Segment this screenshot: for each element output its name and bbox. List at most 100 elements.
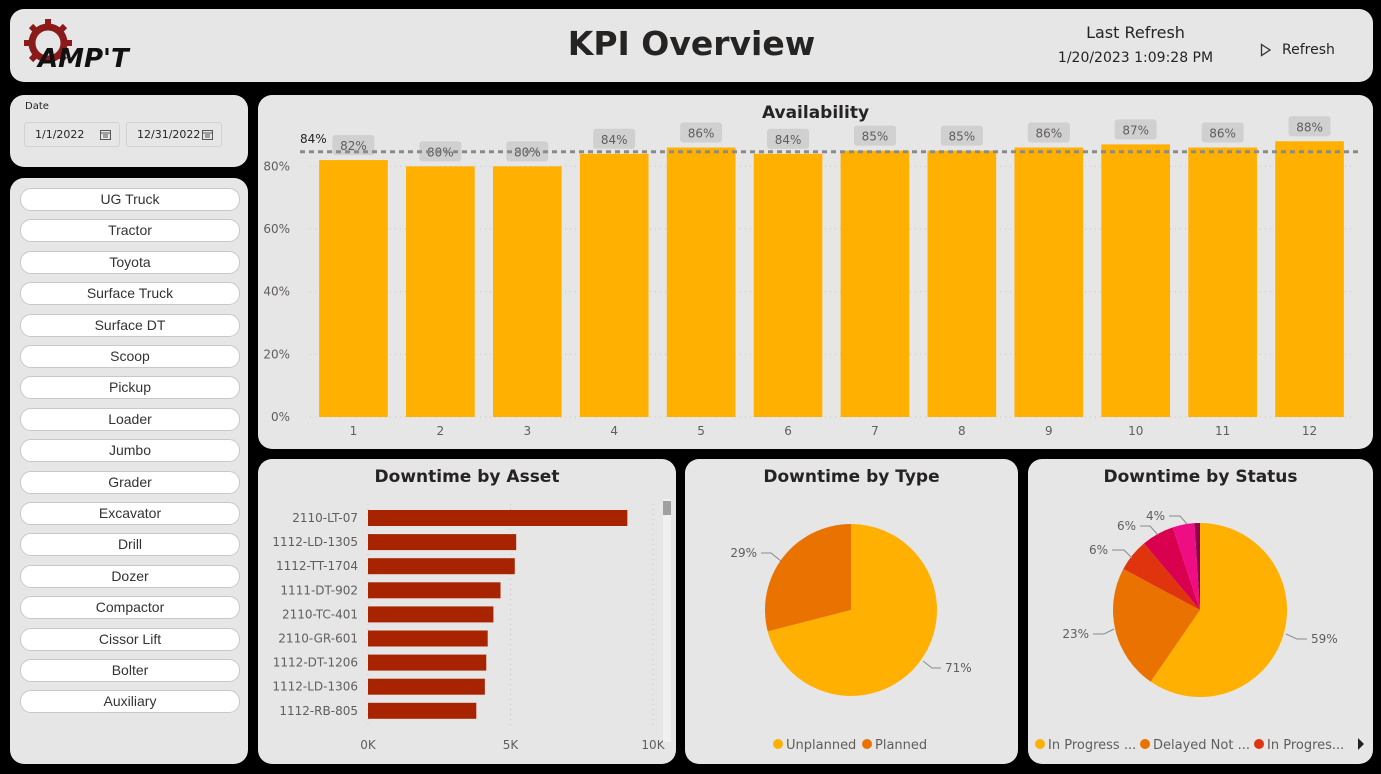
scrollbar-thumb[interactable]	[663, 501, 671, 515]
availability-bar	[1101, 144, 1171, 417]
company-logo: AMP'T	[24, 19, 131, 74]
legend-label: Unplanned	[786, 738, 856, 753]
header-bar: AMP'T KPI Overview Last Refresh 1/20/202…	[10, 9, 1373, 82]
y-tick-label: 1111-DT-902	[280, 583, 358, 597]
data-label-bg	[593, 128, 636, 149]
data-label: 86%	[688, 127, 715, 141]
start-date-value: 1/1/2022	[35, 128, 85, 141]
availability-bar	[1188, 147, 1257, 417]
refresh-button[interactable]: Refresh	[1260, 39, 1350, 61]
play-icon	[1260, 43, 1272, 57]
slicer-item[interactable]: Auxiliary	[20, 690, 240, 713]
leader-line	[1093, 628, 1115, 635]
asset-bar	[368, 582, 501, 599]
chart-title: Downtime by Type	[763, 467, 940, 487]
pie-slice	[1113, 568, 1200, 682]
slicer-item[interactable]: UG Truck	[20, 188, 240, 211]
data-label: 82%	[340, 139, 367, 153]
scrollbar[interactable]	[663, 499, 671, 742]
pie-slice	[767, 524, 937, 696]
slicer-item[interactable]: Tractor	[20, 219, 240, 242]
slice-label: 6%	[1117, 519, 1136, 533]
average-label: 84%	[300, 132, 327, 146]
x-tick-label: 1	[350, 424, 358, 438]
pie-slice	[1172, 523, 1200, 610]
date-filter-title: Date	[25, 101, 49, 112]
legend-marker	[1254, 739, 1264, 749]
slice-label: 59%	[1311, 632, 1338, 646]
asset-bar	[368, 606, 494, 623]
pie-slice	[765, 524, 851, 632]
x-tick-label: 7	[871, 424, 879, 438]
x-tick-label: 10	[1128, 424, 1143, 438]
leader-line	[1140, 525, 1159, 536]
pie-slice	[1150, 523, 1287, 697]
end-date-value: 12/31/2022	[137, 128, 201, 141]
legend-marker	[773, 739, 783, 749]
slice-label: 29%	[730, 546, 757, 560]
x-tick-label: 8	[958, 424, 966, 438]
legend-marker	[1035, 739, 1045, 749]
availability-chart-svg: 0%20%40%60%80%82%180%280%384%486%584%685…	[263, 116, 1358, 438]
legend-marker	[1140, 739, 1150, 749]
x-tick-label: 12	[1302, 424, 1317, 438]
slicer-item[interactable]: Compactor	[20, 596, 240, 619]
slicer-item[interactable]: Excavator	[20, 502, 240, 525]
data-label: 85%	[949, 130, 976, 144]
calendar-icon[interactable]	[100, 129, 111, 140]
start-date-input[interactable]: 1/1/2022	[24, 122, 120, 147]
x-tick-label: 0K	[360, 738, 377, 752]
logo-text: AMP'T	[36, 44, 131, 74]
downtime-by-type-svg: 29% 71% Unplanned Planned	[730, 524, 972, 753]
leader-line	[761, 552, 782, 562]
date-filter: Date 1/1/2022 12/31/2022	[10, 95, 248, 167]
calendar-icon[interactable]	[202, 129, 213, 140]
availability-bar	[753, 153, 823, 418]
slicer-item[interactable]: Toyota	[20, 251, 240, 274]
slicer-item[interactable]: Jumbo	[20, 439, 240, 462]
slice-label: 23%	[1062, 627, 1089, 641]
x-tick-label: 10K	[641, 738, 665, 752]
slice-label: 6%	[1089, 543, 1108, 557]
slicer-item[interactable]: Bolter	[20, 659, 240, 682]
asset-bar	[368, 534, 517, 551]
asset-type-slicer: UG Truck Tractor Toyota Surface Truck Su…	[10, 178, 248, 764]
slicer-item[interactable]: Pickup	[20, 376, 240, 399]
slicer-item[interactable]: Drill	[20, 533, 240, 556]
end-date-input[interactable]: 12/31/2022	[126, 122, 222, 147]
data-label: 80%	[427, 145, 454, 159]
leader-line	[1169, 515, 1188, 525]
legend-label: In Progres...	[1267, 738, 1344, 753]
data-label: 87%	[1122, 123, 1149, 137]
slicer-item[interactable]: Cissor Lift	[20, 628, 240, 651]
slicer-item[interactable]: Surface DT	[20, 314, 240, 337]
y-tick-label: 60%	[263, 222, 290, 236]
data-label-bg	[767, 128, 810, 149]
availability-bar	[1275, 141, 1344, 417]
y-tick-label: 80%	[263, 159, 290, 173]
leader-line	[1112, 549, 1133, 559]
slicer-item[interactable]: Surface Truck	[20, 282, 240, 305]
chart-title: Availability	[761, 103, 870, 123]
y-tick-label: 2110-LT-07	[292, 511, 358, 525]
leader-line	[922, 660, 941, 669]
downtime-by-asset-chart: Downtime by Asset 0K 5K 10K 2110-LT-07 1112-…	[258, 459, 676, 764]
slicer-item[interactable]: Grader	[20, 471, 240, 494]
data-label-bg	[419, 141, 462, 162]
availability-bar	[406, 166, 475, 417]
x-tick-label: 2	[437, 424, 445, 438]
downtime-by-status-chart: Downtime by Status 59% 23% 6% 6% 4% In Progre…	[1028, 459, 1373, 764]
data-label: 86%	[1209, 127, 1236, 141]
data-label-bg	[940, 125, 983, 146]
data-label-bg	[853, 125, 896, 146]
availability-bar	[492, 166, 562, 417]
availability-bar	[666, 147, 736, 417]
slicer-item[interactable]: Dozer	[20, 565, 240, 588]
slicer-item[interactable]: Scoop	[20, 345, 240, 368]
slicer-item[interactable]: Loader	[20, 408, 240, 431]
y-tick-label: 1112-DT-1206	[273, 656, 358, 670]
data-label-bg	[1027, 122, 1070, 143]
legend-next-arrow-icon[interactable]	[1358, 738, 1364, 750]
downtime-by-type-chart: Downtime by Type 29% 71% Unplanned Planned	[685, 459, 1018, 764]
y-tick-label: 20%	[263, 347, 290, 361]
